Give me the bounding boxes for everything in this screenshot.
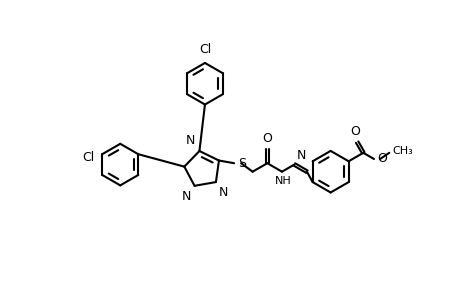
Text: NH: NH [274, 176, 291, 186]
Text: O: O [376, 152, 386, 166]
Text: O: O [262, 132, 272, 145]
Text: N: N [218, 186, 228, 199]
Text: Cl: Cl [198, 43, 211, 56]
Text: S: S [237, 157, 246, 170]
Text: N: N [296, 149, 306, 162]
Text: N: N [182, 190, 191, 203]
Text: N: N [186, 134, 195, 147]
Text: Cl: Cl [83, 151, 95, 164]
Text: CH₃: CH₃ [392, 146, 412, 155]
Text: O: O [350, 124, 360, 137]
